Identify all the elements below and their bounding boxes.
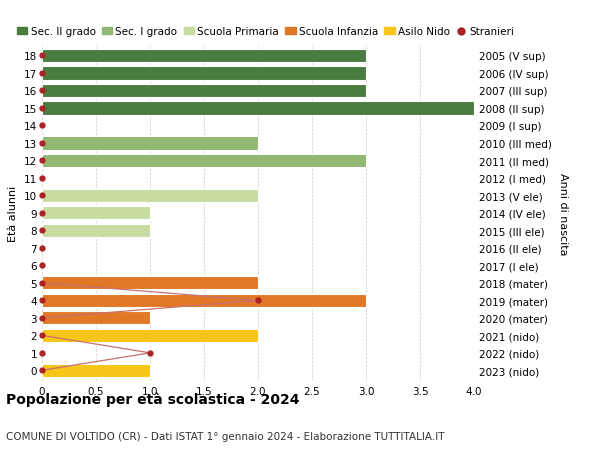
Bar: [42, 50, 366, 63]
Bar: [42, 312, 150, 325]
Bar: [42, 85, 366, 98]
Legend: Sec. II grado, Sec. I grado, Scuola Primaria, Scuola Infanzia, Asilo Nido, Stran: Sec. II grado, Sec. I grado, Scuola Prim…: [17, 28, 514, 37]
Y-axis label: Età alunni: Età alunni: [8, 185, 19, 241]
Bar: [42, 137, 258, 150]
Text: Popolazione per età scolastica - 2024: Popolazione per età scolastica - 2024: [6, 392, 299, 406]
Bar: [42, 190, 258, 202]
Bar: [42, 294, 366, 307]
Bar: [42, 207, 150, 220]
Bar: [42, 67, 366, 80]
Bar: [42, 224, 150, 237]
Bar: [42, 102, 474, 115]
Bar: [42, 277, 258, 290]
Bar: [42, 155, 366, 168]
Bar: [42, 364, 150, 377]
Bar: [42, 329, 258, 342]
Y-axis label: Anni di nascita: Anni di nascita: [559, 172, 568, 255]
Text: COMUNE DI VOLTIDO (CR) - Dati ISTAT 1° gennaio 2024 - Elaborazione TUTTITALIA.IT: COMUNE DI VOLTIDO (CR) - Dati ISTAT 1° g…: [6, 431, 445, 441]
